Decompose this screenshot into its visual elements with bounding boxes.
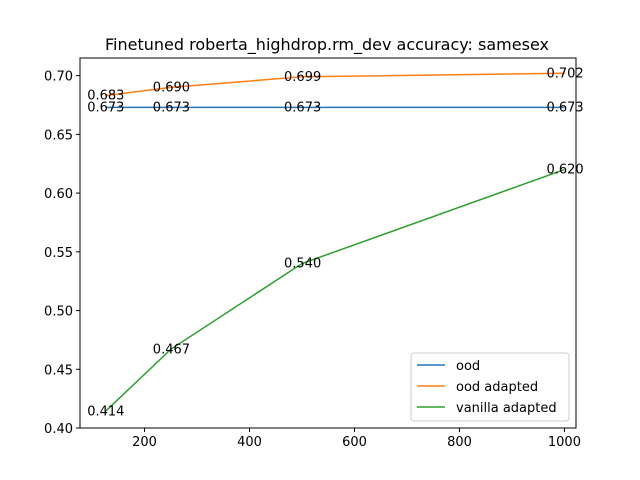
- y-tick-label: 0.55: [44, 246, 73, 261]
- series-lines: [104, 72, 565, 413]
- data-label-ood-adapted: 0.702: [546, 66, 583, 81]
- legend-box: [410, 352, 570, 422]
- data-label-vanilla-adapted: 0.414: [87, 405, 124, 420]
- y-tick-label: 0.40: [44, 422, 73, 437]
- y-tick-label: 0.70: [44, 70, 73, 85]
- y-tick-label: 0.60: [44, 187, 73, 202]
- series-line-ood-adapted: [105, 72, 565, 97]
- data-label-ood: 0.673: [87, 100, 124, 115]
- legend-label-ood-adapted: ood adapted: [456, 380, 538, 395]
- chart-title: Finetuned roberta_highdrop.rm_dev accura…: [105, 35, 549, 55]
- legend-label-ood: ood: [456, 359, 480, 374]
- data-label-ood: 0.673: [284, 100, 321, 115]
- y-tick-label: 0.45: [44, 363, 73, 378]
- data-label-vanilla-adapted: 0.540: [284, 257, 321, 272]
- x-tick-label: 200: [132, 435, 157, 450]
- x-tick-label: 400: [237, 435, 262, 450]
- data-label-ood-adapted: 0.683: [87, 89, 124, 104]
- x-tick-label: 600: [342, 435, 367, 450]
- axis-ticks: 200 400 600 800 1000 0.40 0.45 0.50 0.55 0.60 0.65…: [44, 70, 581, 450]
- data-label-ood: 0.673: [153, 100, 190, 115]
- data-label-ood: 0.673: [546, 100, 583, 115]
- data-label-ood-adapted: 0.699: [284, 70, 321, 85]
- data-label-ood-adapted: 0.690: [153, 80, 190, 95]
- plot-frame: [79, 57, 577, 429]
- y-tick-label: 0.50: [44, 305, 73, 320]
- x-tick-label: 800: [447, 435, 472, 450]
- legend-label-vanilla-adapted: vanilla adapted: [456, 401, 557, 416]
- legend: ood ood adapted vanilla adapted: [410, 352, 570, 422]
- x-tick-label: 1000: [548, 435, 581, 450]
- y-tick-label: 0.65: [44, 128, 73, 143]
- series-line-vanilla-adapted: [104, 168, 565, 413]
- data-label-vanilla-adapted: 0.620: [546, 163, 583, 178]
- data-label-vanilla-adapted: 0.467: [153, 342, 190, 357]
